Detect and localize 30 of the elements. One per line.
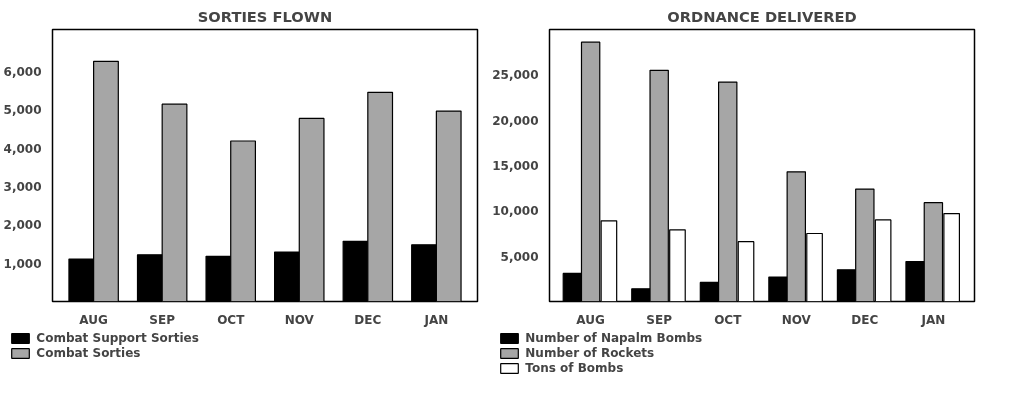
y-tick-label: 5,000 xyxy=(3,103,42,118)
x-tick-label: NOV xyxy=(781,312,812,327)
chart-title: ORDNANCE DELIVERED xyxy=(667,7,857,25)
x-tick-label: AUG xyxy=(576,312,605,327)
y-tick-label: 5,000 xyxy=(500,249,539,264)
legend-label: Combat Sorties xyxy=(36,346,141,360)
x-tick-label: OCT xyxy=(714,312,743,327)
x-tick-label: OCT xyxy=(217,312,246,327)
y-tick-label: 2,000 xyxy=(3,218,42,233)
x-tick-label: NOV xyxy=(284,312,315,327)
y-tick-label: 10,000 xyxy=(492,204,539,219)
x-tick-label: DEC xyxy=(851,312,879,327)
y-tick-label: 1,000 xyxy=(3,256,42,271)
legend-label: Tons of Bombs xyxy=(525,361,624,375)
x-tick-label: SEP xyxy=(149,312,176,327)
y-tick-label: 25,000 xyxy=(492,68,539,83)
y-tick-label: 4,000 xyxy=(3,141,42,156)
y-tick-label: 6,000 xyxy=(3,65,42,80)
y-tick-label: 15,000 xyxy=(492,159,539,173)
y-tick-label: 20,000 xyxy=(492,113,539,128)
x-tick-label: JAN xyxy=(423,312,449,327)
x-tick-label: AUG xyxy=(79,312,108,327)
x-tick-label: JAN xyxy=(920,312,946,327)
legend-label: Number of Napalm Bombs xyxy=(525,331,703,345)
x-tick-label: SEP xyxy=(646,312,673,327)
chart-title: SORTIES FLOWN xyxy=(197,7,333,25)
legend-label: Combat Support Sorties xyxy=(36,331,199,345)
y-tick-label: 3,000 xyxy=(3,180,42,195)
legend-label: Number of Rockets xyxy=(525,346,655,360)
x-tick-label: DEC xyxy=(354,312,382,327)
